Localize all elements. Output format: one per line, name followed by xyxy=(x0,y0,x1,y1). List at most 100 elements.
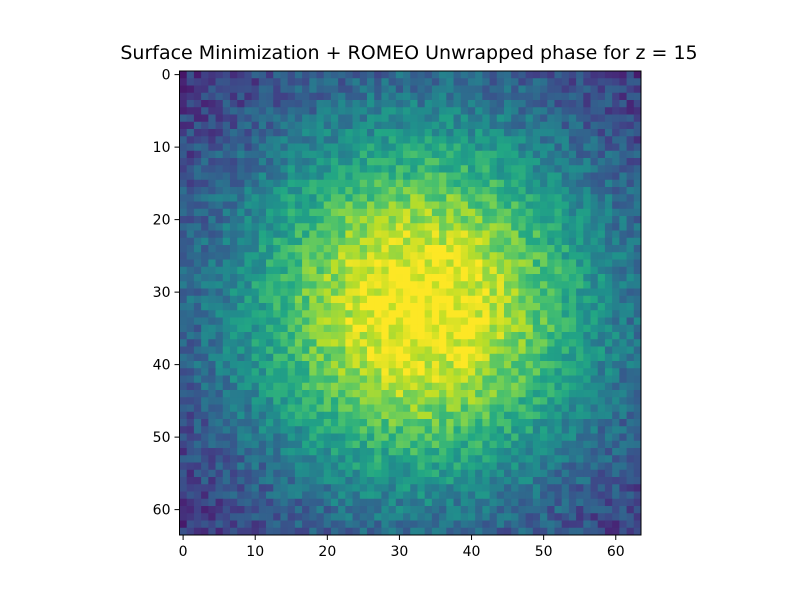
heatmap-cell xyxy=(186,426,195,434)
heatmap-cell xyxy=(439,85,447,94)
heatmap-cell xyxy=(302,208,310,217)
heatmap-cell xyxy=(366,288,375,297)
heatmap-cell xyxy=(503,317,512,326)
heatmap-cell xyxy=(604,382,613,391)
heatmap-cell xyxy=(612,382,620,391)
heatmap-cell xyxy=(352,397,361,405)
heatmap-cell xyxy=(395,339,404,347)
heatmap-cell xyxy=(352,310,361,318)
heatmap-cell xyxy=(540,520,548,529)
heatmap-cell xyxy=(597,266,606,275)
heatmap-cell xyxy=(330,477,339,485)
heatmap-cell xyxy=(590,462,599,471)
heatmap-cell xyxy=(410,368,418,376)
heatmap-cell xyxy=(316,426,325,434)
heatmap-cell xyxy=(511,346,519,355)
heatmap-cell xyxy=(208,165,216,173)
heatmap-cell xyxy=(186,361,195,369)
heatmap-cell xyxy=(547,404,555,413)
heatmap-cell xyxy=(309,491,317,500)
heatmap-cell xyxy=(626,353,635,362)
heatmap-cell xyxy=(330,223,339,231)
heatmap-cell xyxy=(475,332,483,340)
heatmap-cell xyxy=(525,397,534,405)
heatmap-cell xyxy=(511,419,519,427)
heatmap-cell xyxy=(215,288,224,297)
heatmap-cell xyxy=(201,92,209,101)
heatmap-cell xyxy=(208,324,216,333)
heatmap-cell xyxy=(633,397,642,405)
heatmap-cell xyxy=(280,426,289,434)
heatmap-cell xyxy=(359,136,368,144)
heatmap-cell xyxy=(453,92,462,101)
heatmap-cell xyxy=(338,71,346,79)
heatmap-cell xyxy=(193,92,202,101)
heatmap-cell xyxy=(547,143,555,152)
heatmap-cell xyxy=(410,477,418,485)
heatmap-cell xyxy=(309,114,317,123)
heatmap-cell xyxy=(417,107,426,115)
heatmap-cell xyxy=(460,404,469,413)
heatmap-cell xyxy=(237,527,245,536)
heatmap-cell xyxy=(193,100,202,108)
heatmap-cell xyxy=(302,317,310,326)
heatmap-cell xyxy=(359,339,368,347)
heatmap-cell xyxy=(395,208,404,217)
heatmap-cell xyxy=(446,158,454,166)
heatmap-cell xyxy=(482,121,490,130)
heatmap-cell xyxy=(583,223,591,231)
heatmap-cell xyxy=(496,346,505,355)
heatmap-cell xyxy=(503,274,512,282)
heatmap-cell xyxy=(186,375,195,384)
heatmap-cell xyxy=(612,411,620,420)
heatmap-cell xyxy=(359,332,368,340)
heatmap-cell xyxy=(237,237,245,246)
heatmap-cell xyxy=(309,368,317,376)
heatmap-cell xyxy=(302,78,310,86)
heatmap-cell xyxy=(294,491,303,500)
heatmap-cell xyxy=(338,455,346,463)
x-tick-label: 40 xyxy=(463,544,481,560)
heatmap-cell xyxy=(460,172,469,181)
heatmap-cell xyxy=(597,237,606,246)
heatmap-cell xyxy=(338,404,346,413)
heatmap-cell xyxy=(229,310,238,318)
heatmap-cell xyxy=(237,295,245,304)
heatmap-cell xyxy=(424,455,433,463)
heatmap-cell xyxy=(460,368,469,376)
heatmap-cell xyxy=(287,295,296,304)
heatmap-cell xyxy=(193,353,202,362)
heatmap-cell xyxy=(338,506,346,514)
heatmap-cell xyxy=(215,513,224,521)
heatmap-cell xyxy=(417,339,426,347)
heatmap-cell xyxy=(193,208,202,217)
heatmap-cell xyxy=(554,339,563,347)
heatmap-cell xyxy=(525,469,534,478)
heatmap-cell xyxy=(395,187,404,195)
heatmap-cell xyxy=(532,382,541,391)
heatmap-cell xyxy=(576,368,584,376)
heatmap-cell xyxy=(496,527,505,536)
heatmap-cell xyxy=(576,419,584,427)
heatmap-cell xyxy=(540,324,548,333)
heatmap-cell xyxy=(302,295,310,304)
heatmap-cell xyxy=(258,317,267,326)
heatmap-cell xyxy=(280,433,289,442)
heatmap-cell xyxy=(417,295,426,304)
heatmap-cell xyxy=(597,230,606,239)
heatmap-cell xyxy=(287,237,296,246)
heatmap-cell xyxy=(251,375,260,384)
heatmap-cell xyxy=(597,194,606,202)
heatmap-cell xyxy=(626,462,635,471)
heatmap-cell xyxy=(489,368,498,376)
heatmap-cell xyxy=(619,419,627,427)
heatmap-cell xyxy=(179,498,188,507)
heatmap-cell xyxy=(626,477,635,485)
heatmap-cell xyxy=(431,201,440,210)
heatmap-cell xyxy=(359,100,368,108)
heatmap-cell xyxy=(532,92,541,101)
heatmap-cell xyxy=(359,527,368,536)
heatmap-cell xyxy=(460,252,469,260)
heatmap-cell xyxy=(229,324,238,333)
heatmap-cell xyxy=(540,208,548,217)
